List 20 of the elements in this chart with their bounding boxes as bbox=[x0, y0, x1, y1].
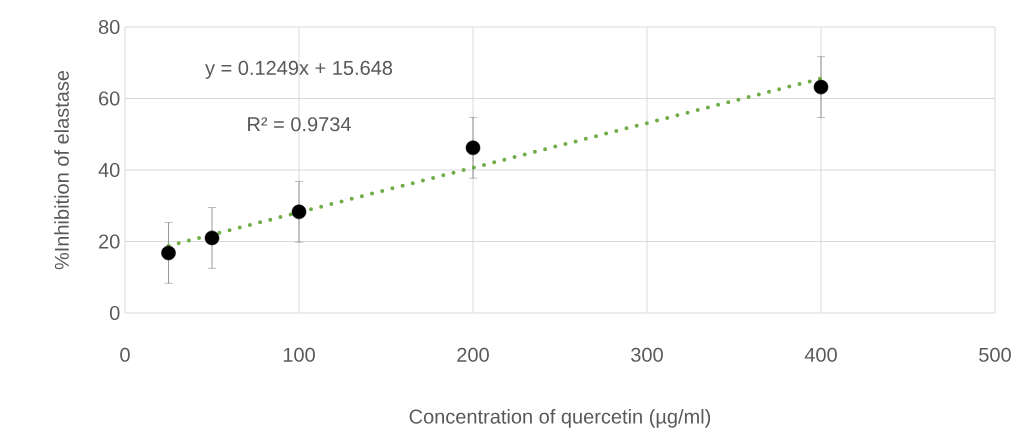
annotation: y = 0.1249x + 15.648 bbox=[205, 60, 393, 79]
x-tick-label: 300 bbox=[631, 347, 663, 362]
y-tick-label: 20 bbox=[99, 234, 120, 249]
x-tick-label: 400 bbox=[804, 347, 837, 362]
point bbox=[813, 79, 829, 95]
point bbox=[465, 140, 481, 156]
y-tick-label: 40 bbox=[98, 162, 120, 178]
x-tick-label: 200 bbox=[457, 347, 489, 362]
y-tick-label: 60 bbox=[99, 91, 120, 106]
x-tick-label: 0 bbox=[120, 347, 130, 362]
x-tick-label: 100 bbox=[283, 347, 315, 362]
y-tick-label: 80 bbox=[98, 19, 120, 35]
point bbox=[291, 204, 307, 220]
x-tick-label: 500 bbox=[979, 347, 1011, 362]
x-axis-title: Concentration of quercetin (µg/ml) bbox=[409, 409, 711, 428]
annotation: R² = 0.9734 bbox=[248, 117, 351, 132]
y-axis-title: %Inhibition of elastase bbox=[54, 70, 69, 270]
point bbox=[204, 230, 220, 246]
point bbox=[161, 245, 176, 261]
y-tick-label: 0 bbox=[109, 305, 120, 321]
